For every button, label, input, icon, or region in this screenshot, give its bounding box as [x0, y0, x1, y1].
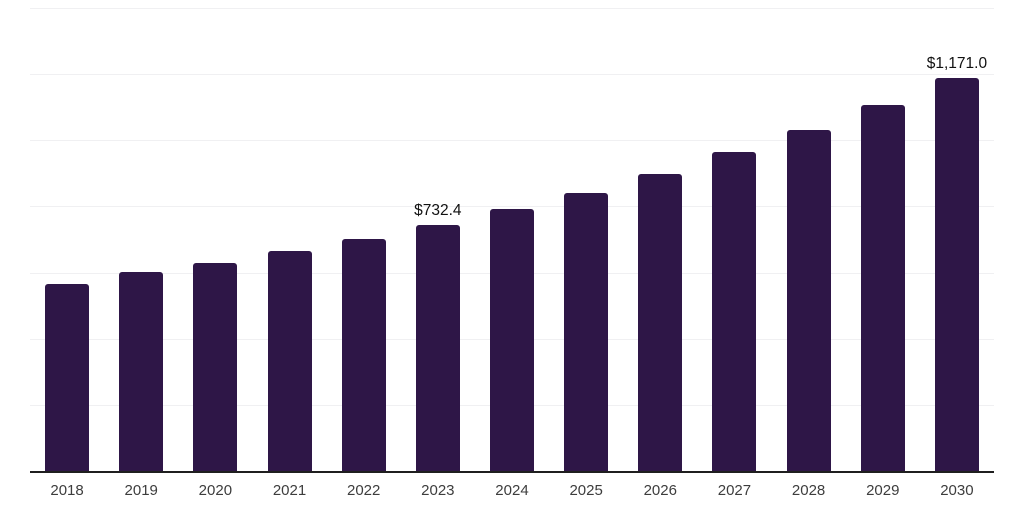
bar-value-label-2023: $732.4 [414, 202, 462, 220]
bar-group-2019 [104, 8, 178, 471]
bar-value-label-2030: $1,171.0 [926, 55, 988, 73]
bar-2023[interactable] [415, 224, 460, 471]
gridline [30, 206, 994, 208]
x-tick-label-2018: 2018 [50, 482, 84, 499]
x-axis-labels: 2018 2019 2020 2021 2022 2023 2024 2025 2026 2027… [30, 478, 994, 504]
bar-group-2023: $732.4 [401, 8, 475, 471]
x-tick-label-2025: 2025 [569, 482, 603, 499]
bar-2021[interactable] [267, 250, 312, 471]
x-tick-label-2019: 2019 [124, 482, 158, 499]
bar-2020[interactable] [193, 262, 238, 471]
bar-2022[interactable] [341, 238, 386, 471]
gridline [30, 8, 994, 9]
bar-group-2021 [252, 8, 326, 471]
x-tick-label-2021: 2021 [272, 482, 307, 499]
bar-2018[interactable] [45, 283, 90, 471]
bar-2025[interactable] [564, 193, 609, 471]
bar-2027[interactable] [712, 152, 757, 471]
gridline [30, 74, 994, 76]
bar-group-2029 [846, 8, 920, 471]
bar-group-2030: $1,171.0 [920, 8, 994, 471]
gridline [30, 140, 994, 142]
x-tick-label-2022: 2022 [346, 482, 381, 499]
bar-2026[interactable] [638, 173, 683, 471]
bar-group-2022 [327, 8, 401, 471]
bar-group-2026 [623, 8, 697, 471]
bar-2030[interactable] [934, 77, 979, 471]
x-tick-label-2030: 2030 [940, 482, 974, 499]
bar-group-2027 [697, 8, 771, 471]
bar-group-2028 [772, 8, 846, 471]
x-tick-label-2023: 2023 [421, 482, 455, 499]
x-tick-label-2026: 2026 [643, 482, 677, 499]
x-tick-label-2028: 2028 [791, 482, 826, 499]
bar-group-2020 [178, 8, 252, 471]
bar-group-2024 [475, 8, 549, 471]
bar-group-2025 [549, 8, 623, 471]
bar-group-2018 [30, 8, 104, 471]
x-tick-label-2020: 2020 [198, 482, 233, 499]
bar-2019[interactable] [119, 272, 164, 471]
plot-area: $732.4 $1,171.0 [30, 8, 994, 473]
bar-2029[interactable] [860, 105, 905, 471]
bar-2024[interactable] [489, 209, 534, 471]
x-tick-label-2027: 2027 [717, 482, 752, 499]
x-tick-label-2029: 2029 [866, 482, 900, 499]
x-tick-label-2024: 2024 [495, 482, 529, 499]
bar-2028[interactable] [786, 129, 831, 471]
